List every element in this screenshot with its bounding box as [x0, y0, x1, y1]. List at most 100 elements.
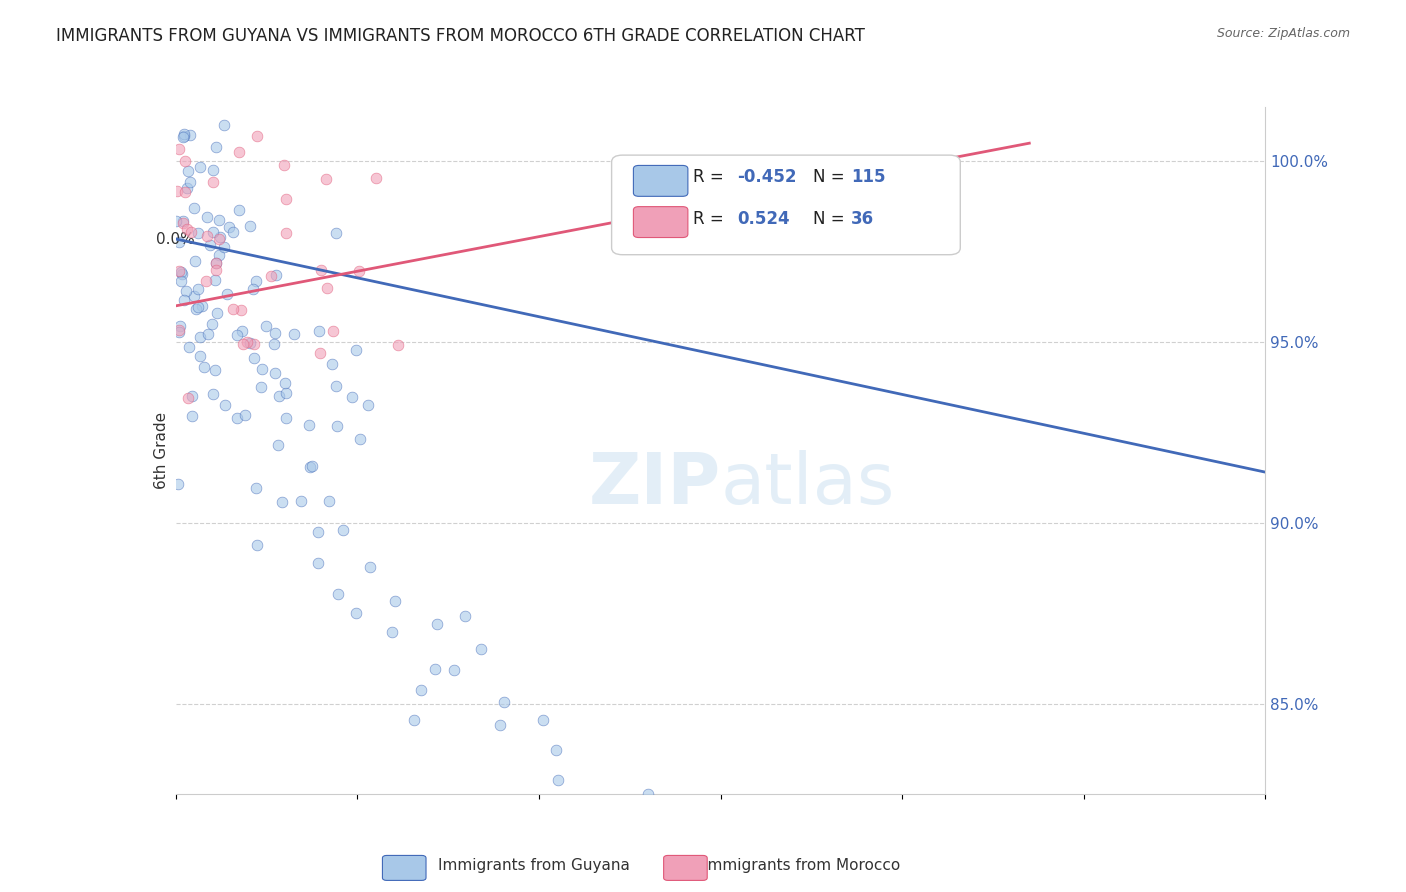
- Point: [547, 772, 569, 787]
- Point: [276, 385, 298, 400]
- Point: [344, 607, 367, 621]
- Point: [325, 227, 347, 241]
- Point: [307, 524, 329, 539]
- Point: [214, 398, 236, 412]
- Point: [315, 172, 337, 186]
- Point: [202, 387, 225, 401]
- Point: [318, 494, 340, 508]
- Point: [243, 351, 266, 365]
- Point: [205, 263, 228, 277]
- Point: [195, 274, 218, 288]
- Point: [236, 335, 259, 350]
- Point: [205, 255, 228, 269]
- Point: [309, 346, 332, 360]
- Point: [426, 617, 449, 632]
- Point: [204, 363, 226, 377]
- Point: [263, 336, 285, 351]
- Point: [202, 225, 225, 239]
- Point: [201, 317, 224, 331]
- Point: [173, 128, 195, 143]
- Point: [301, 458, 323, 473]
- Point: [202, 175, 225, 189]
- Point: [177, 164, 200, 178]
- Point: [205, 306, 228, 320]
- Point: [267, 389, 290, 403]
- Point: [246, 128, 269, 143]
- Point: [315, 281, 337, 295]
- Point: [188, 160, 211, 174]
- FancyBboxPatch shape: [633, 207, 688, 237]
- Point: [274, 376, 297, 391]
- Point: [366, 171, 388, 186]
- Point: [271, 495, 294, 509]
- Point: [347, 264, 370, 278]
- Point: [250, 361, 273, 376]
- Text: IMMIGRANTS FROM GUYANA VS IMMIGRANTS FROM MOROCCO 6TH GRADE CORRELATION CHART: IMMIGRANTS FROM GUYANA VS IMMIGRANTS FRO…: [56, 27, 865, 45]
- Point: [264, 268, 287, 283]
- Point: [176, 222, 198, 236]
- Point: [173, 185, 195, 199]
- Point: [200, 237, 222, 252]
- Point: [172, 216, 194, 230]
- Point: [173, 127, 195, 141]
- Point: [184, 302, 207, 317]
- Point: [187, 282, 209, 296]
- Point: [207, 247, 229, 261]
- Point: [232, 337, 254, 351]
- Point: [891, 154, 914, 169]
- Point: [274, 410, 297, 425]
- Point: [492, 695, 515, 709]
- Point: [250, 379, 273, 393]
- Text: ZIP: ZIP: [588, 450, 721, 519]
- FancyBboxPatch shape: [612, 155, 960, 255]
- Point: [332, 523, 354, 537]
- Point: [167, 323, 190, 337]
- Text: Source: ZipAtlas.com: Source: ZipAtlas.com: [1216, 27, 1350, 40]
- Point: [170, 274, 193, 288]
- Point: [637, 787, 659, 801]
- Point: [212, 118, 235, 132]
- Point: [308, 324, 330, 338]
- Text: 0.524: 0.524: [737, 210, 790, 228]
- Text: 0.0%: 0.0%: [156, 232, 195, 247]
- Point: [173, 293, 195, 308]
- Point: [226, 411, 249, 425]
- Point: [167, 325, 190, 339]
- Point: [274, 226, 297, 240]
- Point: [228, 145, 250, 160]
- Point: [212, 239, 235, 253]
- Point: [246, 538, 269, 552]
- Point: [188, 329, 211, 343]
- Point: [239, 336, 262, 351]
- Point: [229, 303, 252, 318]
- Point: [218, 219, 240, 234]
- Point: [531, 713, 554, 727]
- Point: [197, 327, 219, 342]
- Y-axis label: 6th Grade: 6th Grade: [153, 412, 169, 489]
- Point: [283, 327, 305, 342]
- Point: [205, 140, 228, 154]
- Point: [167, 235, 190, 250]
- Point: [167, 142, 190, 156]
- Point: [242, 283, 264, 297]
- Point: [349, 432, 371, 446]
- Point: [167, 263, 190, 277]
- Point: [183, 201, 205, 215]
- Text: N =: N =: [813, 210, 851, 228]
- Point: [274, 192, 297, 206]
- Point: [546, 743, 568, 757]
- Point: [179, 340, 201, 354]
- Point: [260, 269, 283, 284]
- Point: [170, 265, 193, 279]
- Point: [176, 180, 198, 194]
- Point: [215, 286, 238, 301]
- Text: Immigrants from Guyana: Immigrants from Guyana: [439, 858, 630, 872]
- Point: [235, 408, 257, 422]
- Point: [169, 319, 191, 334]
- Point: [228, 203, 250, 218]
- Point: [290, 493, 312, 508]
- Point: [359, 560, 381, 574]
- Point: [188, 349, 211, 363]
- Point: [195, 211, 218, 225]
- Point: [208, 229, 231, 244]
